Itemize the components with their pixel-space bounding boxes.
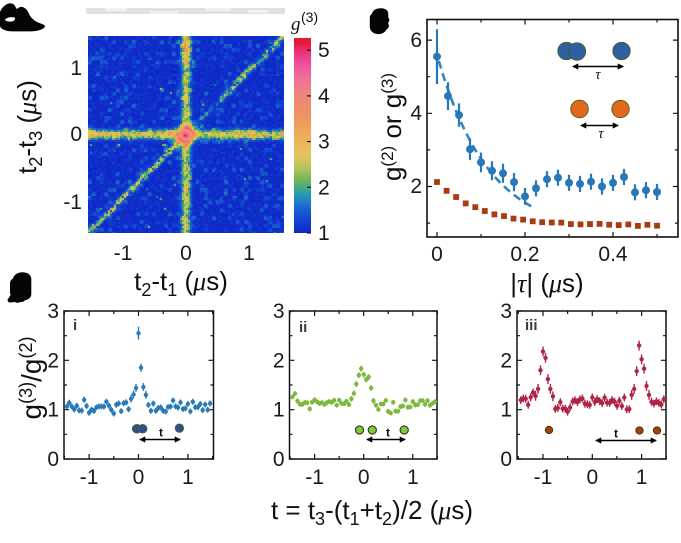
svg-text:-1: -1 <box>534 466 553 489</box>
svg-text:3: 3 <box>47 300 59 323</box>
svg-text:g: g <box>291 14 301 35</box>
svg-text:-1: -1 <box>305 466 324 489</box>
svg-text:3: 3 <box>273 300 285 323</box>
svg-text:(3): (3) <box>301 9 318 25</box>
svg-text:t = t3-(t1+t2)/2 (μs): t = t3-(t1+t2)/2 (μs) <box>271 495 473 529</box>
svg-text:τ: τ <box>598 126 604 142</box>
svg-text:|τ| (μs): |τ| (μs) <box>510 268 583 298</box>
svg-text:3: 3 <box>318 131 330 154</box>
svg-text:1: 1 <box>70 57 82 80</box>
svg-text:2: 2 <box>47 349 59 372</box>
svg-text:1: 1 <box>182 466 194 489</box>
svg-text:t: t <box>159 426 163 440</box>
svg-text:0: 0 <box>358 466 370 489</box>
svg-text:1: 1 <box>500 399 512 422</box>
svg-text:2: 2 <box>273 349 285 372</box>
svg-text:t2-t3 (μs): t2-t3 (μs) <box>12 80 46 174</box>
svg-text:1: 1 <box>243 242 255 265</box>
svg-text:0: 0 <box>133 466 145 489</box>
svg-text:0.2: 0.2 <box>510 243 539 266</box>
svg-text:0: 0 <box>180 242 192 265</box>
svg-text:i: i <box>73 317 77 334</box>
svg-text:-1: -1 <box>63 191 82 214</box>
svg-text:t2-t1 (μs): t2-t1 (μs) <box>134 266 228 300</box>
svg-text:t: t <box>386 426 390 440</box>
svg-text:6: 6 <box>410 29 422 52</box>
svg-text:0: 0 <box>70 123 82 146</box>
svg-text:1: 1 <box>636 466 648 489</box>
svg-text:2: 2 <box>410 175 422 198</box>
svg-text:4: 4 <box>410 102 422 125</box>
svg-text:1: 1 <box>273 399 285 422</box>
svg-text:0: 0 <box>500 448 512 471</box>
svg-text:t: t <box>614 427 618 441</box>
svg-text:3: 3 <box>500 300 512 323</box>
svg-text:0: 0 <box>273 448 285 471</box>
svg-text:5: 5 <box>318 39 330 62</box>
svg-text:-1: -1 <box>114 242 133 265</box>
svg-text:1: 1 <box>407 466 419 489</box>
svg-text:iii: iii <box>525 317 538 334</box>
svg-text:0: 0 <box>586 466 598 489</box>
svg-text:4: 4 <box>318 85 330 108</box>
svg-text:ii: ii <box>299 319 307 336</box>
svg-text:τ: τ <box>595 67 601 83</box>
svg-text:0.4: 0.4 <box>598 243 628 266</box>
svg-text:0: 0 <box>431 243 443 266</box>
svg-text:-1: -1 <box>80 466 99 489</box>
svg-text:0: 0 <box>47 448 59 471</box>
svg-text:2: 2 <box>318 176 330 199</box>
svg-text:1: 1 <box>47 399 59 422</box>
svg-text:g(2) or g(3): g(2) or g(3) <box>377 73 407 181</box>
svg-text:g(3)/g(2): g(3)/g(2) <box>16 337 47 420</box>
svg-text:1: 1 <box>318 222 330 245</box>
svg-text:2: 2 <box>500 349 512 372</box>
